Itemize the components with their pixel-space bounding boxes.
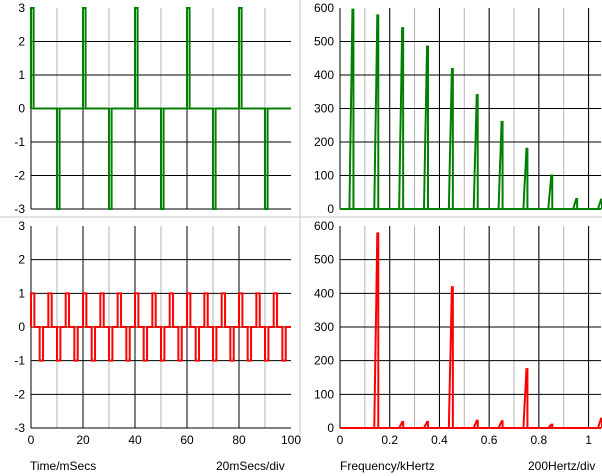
x-tick-label: 0.4	[431, 433, 448, 447]
spectrum-peak	[547, 174, 554, 210]
spectrum-peak	[423, 45, 429, 210]
spectrum-peak	[522, 368, 529, 429]
frequency-axis-label: Frequency/kHertz	[340, 459, 435, 473]
y-tick-label: 1	[18, 68, 25, 82]
x-tick-label: 0.2	[381, 433, 398, 447]
plot-panel-4: 600 500 400 300 200 100 00 0.2 0.4 0.6 0.8 1	[314, 219, 602, 447]
spectrum-peak	[547, 423, 554, 429]
y-tick-label: -3	[14, 202, 25, 216]
x-tick-label: 0.6	[481, 433, 498, 447]
y-tick-label: 200	[314, 135, 334, 149]
y-tick-label: -1	[14, 354, 25, 368]
y-tick-label: 1	[18, 286, 25, 300]
frequency-scale-label: 200Hertz/div	[528, 459, 596, 473]
y-tick-label: -2	[14, 387, 25, 401]
y-tick-label: 300	[314, 320, 334, 334]
y-tick-label: 400	[314, 286, 334, 300]
time-scale-label: 20mSecs/div	[216, 459, 285, 473]
spectrum-peak	[497, 420, 504, 429]
y-tick-label: 600	[314, 1, 334, 15]
y-tick-label: 3	[18, 1, 25, 15]
x-tick-label: 0	[337, 433, 344, 447]
y-tick-label: 500	[314, 35, 334, 49]
spectrum-peak	[572, 197, 579, 210]
y-tick-label: 2	[18, 253, 25, 267]
signal-trace	[30, 292, 291, 362]
spectrum-peak	[447, 67, 454, 210]
spectrum-peak	[398, 27, 405, 210]
y-tick-label: 100	[314, 169, 334, 183]
y-tick-label: -2	[14, 169, 25, 183]
spectrum-peak	[348, 8, 355, 210]
x-tick-label: 20	[76, 433, 90, 447]
spectrum-peak	[423, 420, 429, 429]
x-tick-label: 0	[28, 433, 35, 447]
time-axis-label: Time/mSecs	[30, 459, 97, 473]
plot-panel-2: 600 500 400 300 200 100 0	[314, 1, 602, 216]
spectrum-peak	[597, 198, 602, 210]
spectrum-peak	[373, 14, 380, 210]
y-tick-label: 0	[18, 320, 25, 334]
plot-panel-1: 3 2 1 0 -1 -2 -3	[14, 1, 291, 216]
y-tick-label: 200	[314, 354, 334, 368]
spectrum-peak	[447, 286, 454, 429]
x-tick-label: 1	[585, 433, 592, 447]
spectrum-peak	[472, 94, 479, 210]
y-tick-label: 2	[18, 35, 25, 49]
x-tick-label: 60	[180, 433, 194, 447]
spectrum-peak	[472, 419, 479, 429]
y-tick-label: 400	[314, 68, 334, 82]
y-tick-label: 600	[314, 219, 334, 233]
y-tick-label: -3	[14, 421, 25, 435]
y-tick-label: 0	[327, 202, 334, 216]
x-tick-label: 0.8	[531, 433, 548, 447]
y-tick-label: -1	[14, 135, 25, 149]
x-tick-label: 100	[281, 433, 301, 447]
signal-trace	[30, 7, 291, 210]
spectrum-peak	[398, 420, 405, 429]
spectrum-peak	[373, 232, 380, 429]
spectrum-peak	[497, 120, 504, 210]
x-tick-label: 40	[128, 433, 142, 447]
y-tick-label: 300	[314, 102, 334, 116]
spectrum-peak	[522, 147, 529, 210]
y-tick-label: 100	[314, 387, 334, 401]
x-tick-label: 80	[232, 433, 246, 447]
y-tick-label: 500	[314, 253, 334, 267]
y-tick-label: 0	[18, 102, 25, 116]
spectrum-peak	[597, 417, 602, 429]
y-tick-label: 3	[18, 219, 25, 233]
y-tick-label: 0	[327, 421, 334, 435]
